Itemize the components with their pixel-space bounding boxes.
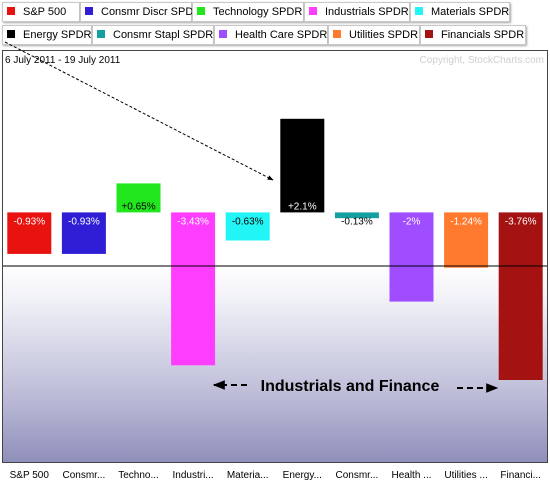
- x-tick-label: Health ...: [391, 470, 432, 481]
- x-tick-label: Utilities ...: [444, 470, 488, 481]
- legend-swatch: [425, 30, 433, 38]
- x-tick-label: Consmr...: [335, 470, 379, 481]
- x-tick-label: Materia...: [226, 470, 269, 481]
- legend-swatch: [309, 7, 317, 15]
- legend-swatch: [197, 7, 205, 15]
- energy-pointer-arrow: [4, 41, 274, 181]
- x-tick-label: S&P 500: [9, 470, 49, 481]
- x-tick-label: Industri...: [172, 470, 214, 481]
- bar-3[interactable]: [116, 183, 161, 213]
- bar-6[interactable]: [280, 118, 325, 213]
- x-tick-label: Energy...: [282, 470, 322, 481]
- legend-item-consmr-discr[interactable]: Consmr Discr SPDR: [80, 2, 201, 22]
- bar-value-label: -2%: [403, 216, 421, 227]
- legend-label: Health Care SPDR: [235, 29, 328, 41]
- x-axis: S&P 500 Consmr... Techno... Industri... Mate…: [0, 463, 550, 490]
- bar-value-label: -0.63%: [232, 216, 264, 227]
- legend-label: Materials SPDR: [431, 6, 510, 18]
- bar-5[interactable]: [225, 212, 270, 241]
- legend-swatch: [97, 30, 105, 38]
- legend-item-materials[interactable]: Materials SPDR: [410, 2, 510, 22]
- x-tick-label: Techno...: [118, 470, 159, 481]
- legend-item-health-care[interactable]: Health Care SPDR: [214, 25, 328, 45]
- bar-value-label: -0.13%: [341, 216, 373, 227]
- legend-label: Consmr Stapl SPDR: [113, 29, 214, 41]
- legend-swatch: [333, 30, 341, 38]
- legend-swatch: [7, 7, 15, 15]
- legend-label: Utilities SPDR: [349, 29, 419, 41]
- bar-2[interactable]: [61, 212, 106, 254]
- legend-label: Technology SPDR: [213, 6, 303, 18]
- bar-10[interactable]: [498, 212, 543, 380]
- copyright: Copyright, StockCharts.com: [419, 55, 545, 66]
- legend-label: Energy SPDR: [23, 29, 92, 41]
- x-tick-label: Consmr...: [62, 470, 106, 481]
- legend-item-technology[interactable]: Technology SPDR: [192, 2, 304, 22]
- bar-value-label: -3.43%: [177, 216, 209, 227]
- bar-1[interactable]: [7, 212, 52, 254]
- bar-7[interactable]: [334, 212, 379, 219]
- bar-4[interactable]: [171, 212, 216, 366]
- bar-value-label: -3.76%: [505, 216, 537, 227]
- legend-label: Consmr Discr SPDR: [101, 6, 202, 18]
- date-range: 6 July 2011 - 19 July 2011: [5, 55, 121, 66]
- x-tick-label: Financi...: [500, 470, 541, 481]
- legend-item-financials[interactable]: Financials SPDR: [420, 25, 526, 45]
- legend-item-energy[interactable]: Energy SPDR: [2, 25, 92, 45]
- legend-label: Financials SPDR: [441, 29, 525, 41]
- bar-value-label: -0.93%: [68, 216, 100, 227]
- legend-swatch: [415, 7, 423, 15]
- legend-item-sp500[interactable]: S&P 500: [2, 2, 80, 22]
- bar-value-label: +2.1%: [288, 201, 317, 212]
- legend-item-consmr-stapl[interactable]: Consmr Stapl SPDR: [92, 25, 214, 45]
- bar-9[interactable]: [444, 212, 489, 268]
- annotation-text: Industrials and Finance: [261, 378, 440, 395]
- legend-label: S&P 500: [23, 6, 67, 18]
- legend-swatch: [219, 30, 227, 38]
- legend-swatch: [7, 30, 15, 38]
- legend-swatch: [85, 7, 93, 15]
- bar-8[interactable]: [389, 212, 434, 302]
- bar-value-label: -0.93%: [13, 216, 45, 227]
- legend-item-utilities[interactable]: Utilities SPDR: [328, 25, 420, 45]
- bar-value-label: -1.24%: [450, 216, 482, 227]
- legend-label: Industrials SPDR: [325, 6, 409, 18]
- legend: S&P 500 Consmr Discr SPDR Technology SPD…: [0, 0, 550, 50]
- legend-item-industrials[interactable]: Industrials SPDR: [304, 2, 410, 22]
- bar-value-label: +0.65%: [121, 201, 155, 212]
